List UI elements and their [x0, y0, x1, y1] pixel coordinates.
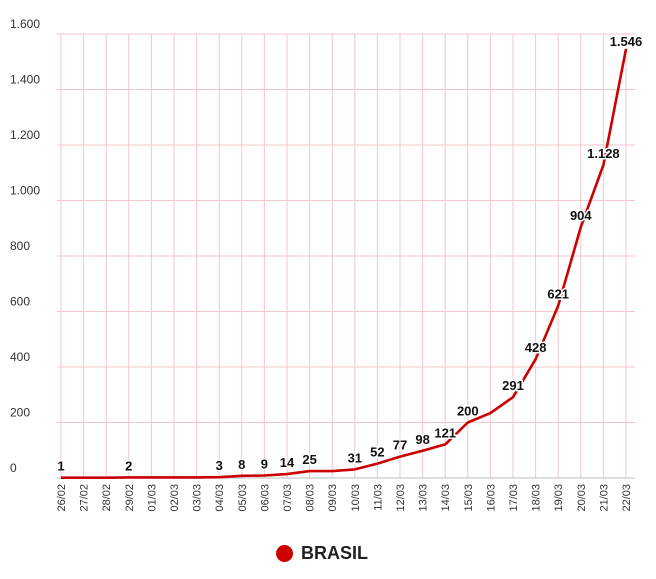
data-label: 121: [434, 425, 456, 440]
x-tick-label: 16/03: [485, 484, 497, 512]
x-tick-label: 26/02: [56, 484, 68, 512]
data-label: 1.546: [610, 34, 643, 49]
x-tick-label: 21/03: [598, 484, 610, 512]
x-tick-label: 09/03: [327, 484, 339, 512]
data-label: 2: [125, 458, 132, 473]
data-label: 8: [238, 457, 245, 472]
x-tick-label: 01/03: [146, 484, 158, 512]
y-tick-label: 1.200: [10, 128, 40, 142]
series-line-brasil: [61, 48, 628, 479]
x-tick-label: 19/03: [553, 484, 565, 512]
x-axis-ticks: 26/02 27/02 28/02 29/02 01/03 02/03 03/03 04/03…: [56, 484, 633, 512]
x-tick-label: 14/03: [440, 484, 452, 512]
y-tick-label: 400: [10, 350, 30, 364]
x-tick-label: 29/02: [124, 484, 136, 512]
x-tick-label: 18/03: [531, 484, 543, 512]
data-label: 200: [457, 404, 479, 419]
x-tick-label: 17/03: [508, 484, 520, 512]
x-tick-label: 02/03: [169, 484, 181, 512]
x-tick-label: 27/02: [79, 484, 91, 512]
legend-label: BRASIL: [301, 543, 368, 563]
x-tick-label: 28/02: [101, 484, 113, 512]
y-tick-label: 1.600: [10, 17, 40, 31]
x-tick-label: 13/03: [418, 484, 430, 512]
y-axis-ticks: 0 200 400 600 800 1.000 1.200 1.400 1.600: [10, 17, 40, 475]
data-label: 621: [547, 287, 569, 302]
data-label: 9: [261, 457, 268, 472]
data-label: 52: [370, 445, 384, 460]
data-label: 428: [525, 340, 547, 355]
y-tick-label: 200: [10, 406, 30, 420]
data-label: 904: [570, 208, 592, 223]
x-tick-label: 15/03: [463, 484, 475, 512]
x-tick-label: 07/03: [282, 484, 294, 512]
x-tick-label: 03/03: [192, 484, 204, 512]
data-label: 98: [415, 432, 429, 447]
data-label: 31: [348, 450, 362, 465]
y-tick-label: 1.000: [10, 184, 40, 198]
x-tick-label: 10/03: [350, 484, 362, 512]
data-label: 3: [216, 458, 223, 473]
x-tick-label: 05/03: [237, 484, 249, 512]
data-label: 25: [302, 452, 316, 467]
data-label: 291: [502, 378, 524, 393]
x-tick-label: 12/03: [395, 484, 407, 512]
data-label: 1.128: [587, 146, 620, 161]
legend-marker: [276, 545, 293, 562]
x-tick-label: 08/03: [305, 484, 317, 512]
data-label: 14: [280, 455, 295, 470]
legend: BRASIL: [276, 543, 368, 564]
x-tick-label: 11/03: [372, 484, 384, 511]
y-tick-label: 0: [10, 461, 17, 475]
x-tick-label: 20/03: [576, 484, 588, 512]
y-tick-label: 1.400: [10, 73, 40, 87]
data-label: 77: [393, 438, 407, 453]
x-tick-label: 04/03: [214, 484, 226, 512]
x-tick-label: 06/03: [259, 484, 271, 512]
grid-lines: [57, 33, 635, 479]
y-tick-label: 600: [10, 295, 30, 309]
x-tick-label: 22/03: [621, 484, 633, 512]
y-tick-label: 800: [10, 239, 30, 253]
data-label: 1: [57, 459, 64, 474]
